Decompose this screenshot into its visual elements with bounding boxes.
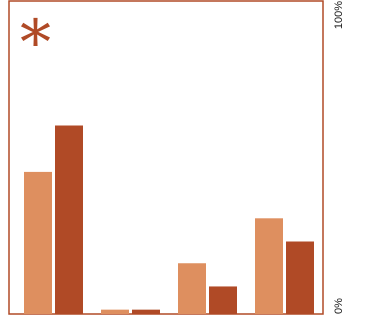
plot-frame [8,0,324,315]
bar-series-2-group-1 [55,125,83,314]
bar-series-2-group-2 [132,309,160,314]
bar-series-1-group-2 [101,309,129,314]
bar-series-2-group-3 [209,286,237,314]
bars-group [24,125,314,314]
bar-series-2-group-4 [286,241,314,314]
bar-series-1-group-1 [24,171,52,314]
y-tick-label-max: 100% [333,1,345,29]
asterisk-glyph: * [20,6,51,79]
bar-series-1-group-4 [255,218,283,314]
y-tick-label-min: 0% [333,298,345,314]
bar-series-1-group-3 [178,263,206,314]
